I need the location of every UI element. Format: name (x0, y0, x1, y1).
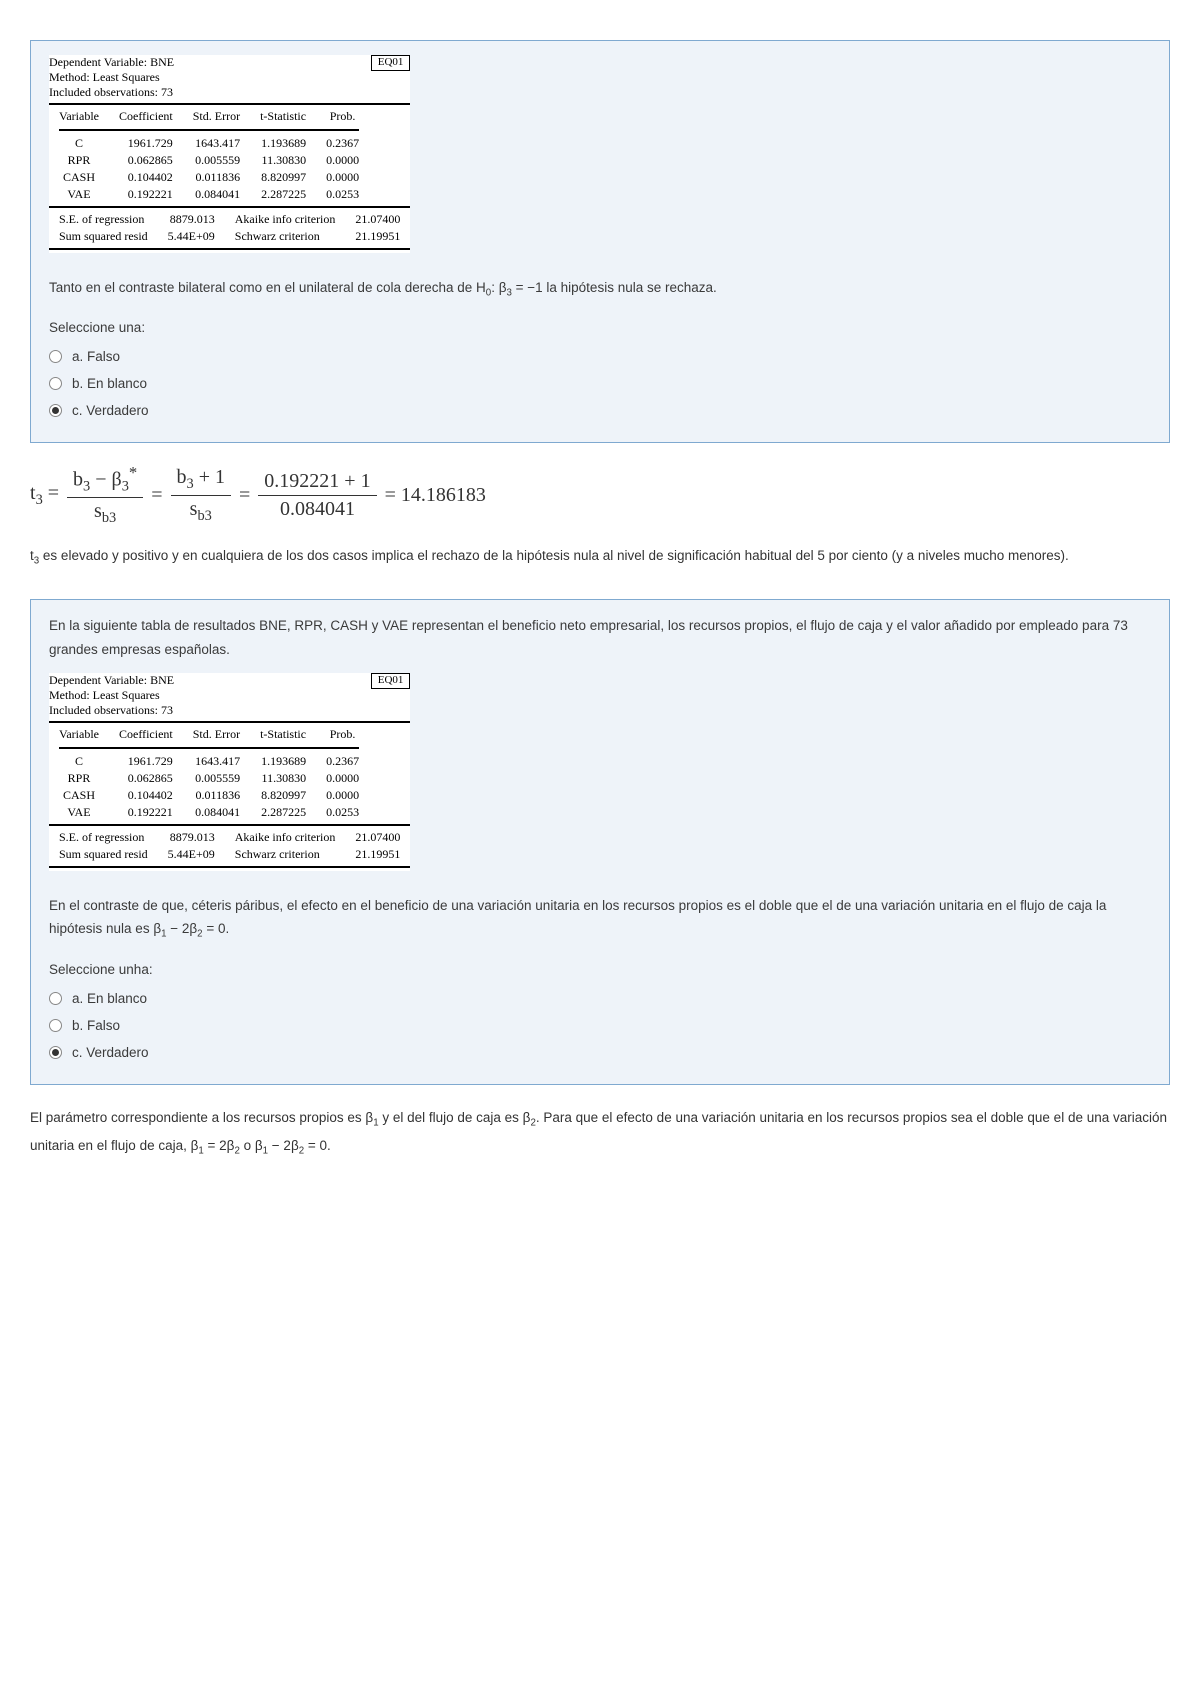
table-row: RPR0.0628650.00555911.308300.0000 (49, 152, 369, 169)
col-p: Prob. (316, 108, 369, 125)
table-row: VAE0.1922210.0840412.2872250.0253 (49, 804, 369, 821)
select-label: Seleccione una: (49, 320, 1151, 335)
meta-line: Included observations: 73 (49, 85, 410, 100)
question-1: EQ01 Dependent Variable: BNE Method: Lea… (30, 40, 1170, 443)
col-coef: Coefficient (109, 108, 183, 125)
col-t: t-Statistic (250, 108, 316, 125)
option-a[interactable]: a. En blanco (49, 985, 1151, 1012)
table-row: C1961.7291643.4171.1936890.2367 (49, 135, 369, 152)
regression-table: VariableCoefficientStd. Errort-Statistic… (49, 726, 369, 821)
col-se: Std. Error (183, 108, 250, 125)
question-2-intro: En la siguiente tabla de resultados BNE,… (49, 614, 1151, 661)
radio-icon[interactable] (49, 1046, 62, 1059)
question-text-1: Tanto en el contraste bilateral como en … (49, 277, 1151, 302)
option-label: c. Verdadero (72, 1045, 149, 1060)
radio-icon[interactable] (49, 350, 62, 363)
option-label: a. Falso (72, 349, 120, 364)
regression-output-1: EQ01 Dependent Variable: BNE Method: Lea… (49, 55, 410, 253)
regression-output-2: EQ01 Dependent Variable: BNE Method: Lea… (49, 673, 410, 871)
explanation-1: t3 es elevado y positivo y en cualquiera… (30, 543, 1170, 571)
meta-line: Dependent Variable: BNE (49, 55, 410, 70)
regression-footer: S.E. of regression8879.013Akaike info cr… (49, 829, 410, 863)
options-list-1: a. Falso b. En blanco c. Verdadero (49, 343, 1151, 424)
regression-footer: S.E. of regression8879.013Akaike info cr… (49, 211, 410, 245)
meta-line: Included observations: 73 (49, 703, 410, 718)
options-list-2: a. En blanco b. Falso c. Verdadero (49, 985, 1151, 1066)
option-b[interactable]: b. En blanco (49, 370, 1151, 397)
table-row: RPR0.0628650.00555911.308300.0000 (49, 770, 369, 787)
table-row: C1961.7291643.4171.1936890.2367 (49, 753, 369, 770)
option-c[interactable]: c. Verdadero (49, 397, 1151, 424)
meta-line: Dependent Variable: BNE (49, 673, 410, 688)
meta-line: Method: Least Squares (49, 70, 410, 85)
radio-icon[interactable] (49, 1019, 62, 1032)
col-variable: Variable (49, 108, 109, 125)
select-label: Seleccione unha: (49, 962, 1151, 977)
table-row: CASH0.1044020.0118368.8209970.0000 (49, 169, 369, 186)
option-label: a. En blanco (72, 991, 147, 1006)
table-row: CASH0.1044020.0118368.8209970.0000 (49, 787, 369, 804)
option-label: c. Verdadero (72, 403, 149, 418)
radio-icon[interactable] (49, 992, 62, 1005)
meta-line: Method: Least Squares (49, 688, 410, 703)
eq-label: EQ01 (371, 55, 411, 71)
option-label: b. Falso (72, 1018, 120, 1033)
t-statistic-formula: t3 = b3 − β3* sb3 = b3 + 1 sb3 = 0.19222… (30, 463, 1170, 527)
explanation-2: El parámetro correspondiente a los recur… (30, 1105, 1170, 1161)
table-row: VAE0.1922210.0840412.2872250.0253 (49, 186, 369, 203)
radio-icon[interactable] (49, 377, 62, 390)
question-text-2: En el contraste de que, céteris páribus,… (49, 895, 1151, 943)
question-2: En la siguiente tabla de resultados BNE,… (30, 599, 1170, 1084)
eq-label: EQ01 (371, 673, 411, 689)
option-a[interactable]: a. Falso (49, 343, 1151, 370)
option-label: b. En blanco (72, 376, 147, 391)
option-c[interactable]: c. Verdadero (49, 1039, 1151, 1066)
option-b[interactable]: b. Falso (49, 1012, 1151, 1039)
radio-icon[interactable] (49, 404, 62, 417)
regression-table: Variable Coefficient Std. Error t-Statis… (49, 108, 369, 203)
